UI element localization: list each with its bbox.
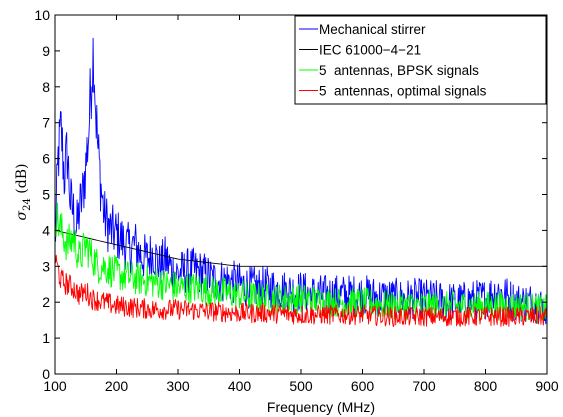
y-tick-label: 5 <box>42 187 50 203</box>
legend: Mechanical stirrer IEC 61000−4−21 5 antenn… <box>294 15 547 105</box>
x-tick-label: 800 <box>474 378 498 394</box>
series-line-3 <box>55 202 547 323</box>
axes-layer: 100 200 300 400 500 600 700 800 900 0 1 2 3 4 5 6 7 8 9 10 <box>34 7 558 394</box>
x-tick-label: 700 <box>412 378 436 394</box>
legend-entry-label: Mechanical stirrer <box>319 22 426 37</box>
y-axis-label: σ24 (dB) <box>14 164 33 221</box>
x-tick-label: 500 <box>289 378 313 394</box>
x-axis-label: Frequency (MHz) <box>267 399 375 415</box>
series-layer <box>55 37 547 327</box>
y-tick-label: 2 <box>42 294 50 310</box>
x-tick-label: 600 <box>351 378 375 394</box>
y-tick-label: 7 <box>42 115 50 131</box>
y-axis-label-symbol: σ <box>14 210 30 220</box>
legend-entry-label: IEC 61000−4−21 <box>319 43 421 58</box>
y-tick-label: 9 <box>42 43 50 59</box>
y-tick-label: 3 <box>42 258 50 274</box>
y-tick-label: 6 <box>42 151 50 167</box>
series-line-2 <box>55 229 547 267</box>
legend-entry-label: 5 antennas, BPSK signals <box>319 63 479 78</box>
y-tick-label: 8 <box>42 79 50 95</box>
legend-entry-label: 5 antennas, optimal signals <box>319 84 487 99</box>
legend-box <box>294 15 547 105</box>
y-tick-label: 1 <box>42 330 50 346</box>
y-tick-label: 0 <box>42 366 50 382</box>
y-axis-label-unit: (dB) <box>14 164 30 199</box>
series-line-4 <box>55 254 547 327</box>
x-tick-label: 100 <box>43 378 67 394</box>
x-tick-label: 400 <box>228 378 252 394</box>
x-tick-label: 900 <box>535 378 559 394</box>
y-axis-label-subscript: 24 <box>22 198 33 211</box>
y-tick-label: 10 <box>34 7 50 23</box>
x-tick-label: 300 <box>166 378 190 394</box>
x-tick-label: 200 <box>105 378 129 394</box>
y-tick-label: 4 <box>42 222 50 238</box>
